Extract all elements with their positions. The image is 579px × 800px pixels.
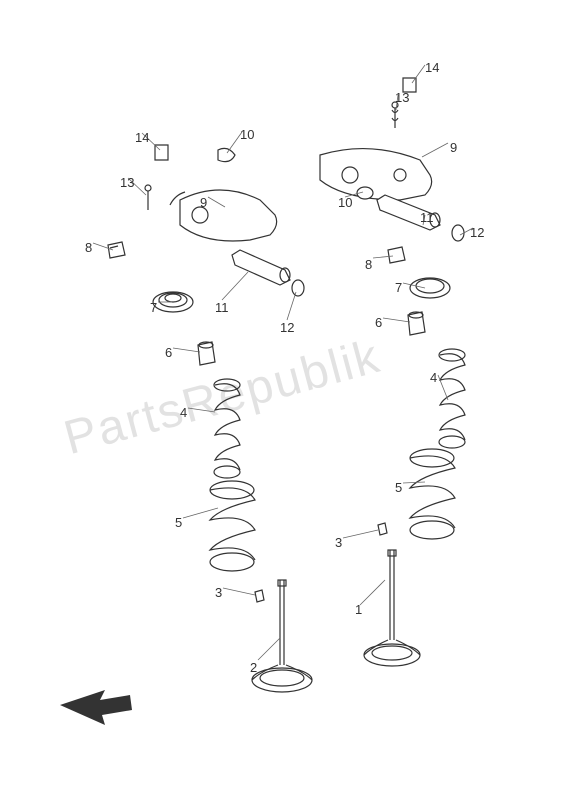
rocker-arm-left <box>170 190 277 241</box>
callout-13a: 13 <box>120 175 134 190</box>
callout-6b: 6 <box>375 315 382 330</box>
leader-lines <box>93 65 473 660</box>
valve-cotter-left <box>255 590 264 602</box>
valve-cotter-right <box>378 523 387 535</box>
callout-14a: 14 <box>135 130 149 145</box>
callout-7b: 7 <box>395 280 402 295</box>
callout-12a: 12 <box>280 320 294 335</box>
o-ring-right <box>452 225 464 241</box>
callout-3b: 3 <box>335 535 342 550</box>
callout-9b: 9 <box>450 140 457 155</box>
callout-7a: 7 <box>150 300 157 315</box>
callout-6a: 6 <box>165 345 172 360</box>
direction-arrow <box>60 690 132 725</box>
callout-4b: 4 <box>430 370 437 385</box>
callout-9a: 9 <box>200 195 207 210</box>
callout-8b: 8 <box>365 257 372 272</box>
callout-5b: 5 <box>395 480 402 495</box>
spring-seat-right <box>388 247 405 263</box>
callout-11b: 11 <box>420 210 434 225</box>
adjusting-screw-right <box>392 102 398 128</box>
spring-retainer-right <box>410 278 450 298</box>
callout-4a: 4 <box>180 405 187 420</box>
callout-12b: 12 <box>470 225 484 240</box>
spring-seat-left <box>108 242 125 258</box>
inner-spring-left <box>214 379 240 478</box>
intake-valve <box>252 580 312 692</box>
callout-1: 1 <box>355 602 362 617</box>
stem-seal-right <box>408 312 425 335</box>
stem-seal-left <box>198 342 215 365</box>
shaft-clip-left <box>218 148 235 161</box>
inner-spring-right <box>439 349 465 448</box>
callout-5a: 5 <box>175 515 182 530</box>
callout-13b: 13 <box>395 90 409 105</box>
callout-11a: 11 <box>215 300 229 315</box>
callout-10b: 10 <box>338 195 352 210</box>
o-ring-left <box>292 280 304 296</box>
callout-3a: 3 <box>215 585 222 600</box>
outer-spring-left <box>210 481 255 571</box>
outer-spring-right <box>410 449 455 539</box>
parts-diagram: PartsRepublik .part-line { fill: none; s… <box>0 0 579 800</box>
parts-illustration: .part-line { fill: none; stroke: #333333… <box>0 0 579 800</box>
callout-2: 2 <box>250 660 257 675</box>
exhaust-valve <box>364 550 420 666</box>
callout-14b: 14 <box>425 60 439 75</box>
callout-8a: 8 <box>85 240 92 255</box>
callout-10a: 10 <box>240 127 254 142</box>
adjusting-screw-left <box>145 185 151 210</box>
rocker-arm-right <box>320 149 432 200</box>
